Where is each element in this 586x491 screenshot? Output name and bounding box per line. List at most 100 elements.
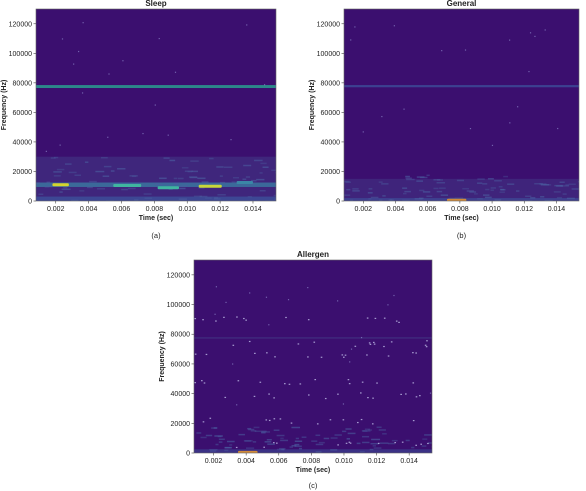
x-tick-label: 0.014 — [244, 206, 262, 213]
y-tick-label: 0 — [186, 451, 190, 458]
noise-speck — [59, 191, 63, 193]
noise-speck — [193, 195, 203, 198]
noise-speck — [53, 156, 59, 159]
panel-title: Allergen — [297, 250, 329, 259]
noise-speck — [371, 438, 381, 441]
noise-speck — [372, 397, 374, 399]
noise-speck — [342, 419, 345, 421]
noise-speck — [315, 434, 321, 437]
noise-speck — [462, 187, 469, 190]
noise-speck — [229, 444, 233, 446]
noise-speck — [201, 181, 209, 184]
noise-speck — [372, 341, 375, 344]
noise-speck — [345, 181, 351, 184]
noise-speck — [201, 380, 203, 382]
noise-speck — [421, 445, 427, 447]
noise-speck — [291, 426, 301, 429]
noise-speck — [38, 193, 44, 196]
noise-speck — [77, 50, 80, 53]
noise-speck — [360, 336, 363, 339]
y-tick-label: 120000 — [9, 21, 32, 28]
noise-speck — [263, 446, 265, 448]
noise-speck — [320, 356, 323, 358]
plot-frame — [35, 8, 277, 202]
x-tick-label: 0.010 — [335, 458, 353, 465]
noise-speck — [252, 441, 257, 443]
noise-speck — [348, 383, 351, 385]
noise-speck — [184, 170, 194, 172]
noise-speck — [373, 447, 382, 449]
y-tick-label: 60000 — [321, 110, 341, 117]
frequency-band — [36, 156, 276, 201]
noise-speck — [373, 343, 376, 345]
noise-speck — [232, 344, 235, 346]
noise-speck — [484, 196, 492, 199]
noise-speck — [205, 353, 208, 356]
noise-speck — [356, 442, 361, 445]
noise-speck — [61, 188, 71, 191]
noise-speck — [63, 186, 68, 189]
y-tick-label: 40000 — [13, 139, 33, 146]
noise-speck — [167, 134, 169, 136]
noise-speck — [361, 430, 368, 432]
x-tick-label: 0.008 — [146, 206, 164, 213]
noise-speck — [485, 188, 490, 191]
noise-speck — [262, 166, 269, 168]
noise-speck — [261, 431, 271, 433]
x-axis-label: Time (sec) — [139, 215, 174, 222]
noise-speck — [441, 50, 443, 52]
noise-speck — [376, 426, 382, 429]
noise-speck — [405, 393, 407, 395]
noise-speck — [243, 317, 245, 320]
noise-speck — [108, 73, 110, 75]
noise-speck — [218, 441, 223, 443]
noise-speck — [202, 319, 204, 321]
noise-speck — [390, 199, 394, 201]
noise-speck — [424, 344, 427, 346]
noise-speck — [337, 300, 339, 302]
noise-speck — [307, 286, 309, 289]
noise-speck — [131, 175, 137, 178]
noise-speck — [254, 430, 263, 433]
noise-speck — [266, 352, 268, 354]
noise-speck — [178, 198, 187, 200]
x-tick-label: 0.014 — [400, 458, 418, 465]
frequency-band — [194, 449, 432, 453]
noise-speck — [390, 341, 393, 343]
noise-speck — [273, 442, 275, 444]
noise-speck — [494, 199, 502, 201]
noise-speck — [330, 449, 338, 451]
y-tick-label: 120000 — [317, 21, 340, 28]
noise-speck — [214, 435, 223, 437]
noise-speck — [201, 181, 209, 183]
noise-speck — [557, 127, 559, 130]
noise-speck — [411, 446, 415, 449]
noise-speck — [393, 294, 395, 297]
noise-speck — [507, 183, 515, 185]
noise-speck — [264, 441, 272, 443]
noise-speck — [247, 427, 252, 430]
noise-speck — [163, 157, 170, 159]
noise-speck — [372, 445, 376, 447]
noise-speck — [53, 171, 62, 173]
noise-speck — [210, 450, 217, 452]
x-tick-label: 0.002 — [355, 206, 373, 213]
noise-speck — [268, 393, 270, 395]
energy-hotspot — [157, 186, 180, 190]
noise-speck — [268, 419, 271, 422]
noise-speck — [387, 304, 389, 306]
noise-speck — [307, 394, 310, 396]
noise-speck — [223, 316, 225, 318]
noise-speck — [487, 178, 494, 180]
noise-speck — [96, 188, 106, 190]
noise-speck — [294, 440, 303, 443]
noise-speck — [405, 175, 410, 178]
noise-speck — [350, 39, 352, 41]
noise-speck — [440, 194, 449, 196]
noise-speck — [517, 106, 519, 108]
noise-speck — [121, 188, 128, 191]
noise-speck — [376, 382, 378, 384]
noise-speck — [223, 166, 233, 169]
x-tick-label: 0.008 — [303, 458, 321, 465]
noise-speck — [429, 392, 432, 394]
